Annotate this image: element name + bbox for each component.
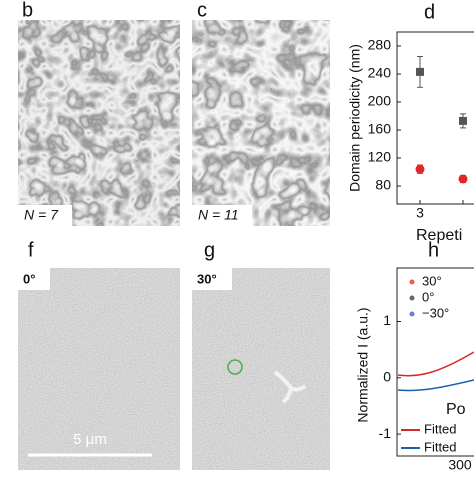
marker [416,67,424,76]
panel-label: f [28,239,34,261]
label-box [18,205,72,226]
y-tick-label: 80 [375,177,391,193]
y-tick-label: 120 [368,149,392,165]
panel-label: b [22,0,33,21]
y-tick-label: 200 [368,93,392,109]
legend-marker [409,279,415,285]
x-axis-label: Repeti [416,227,462,244]
annotation: 0° [23,271,35,286]
y-tick-label: 160 [368,121,392,137]
label-box [192,205,252,226]
annotation: N = 11 [198,207,239,223]
axes-frame [396,31,474,205]
y-tick-label: 240 [368,65,392,81]
legend-label: 30° [422,273,442,288]
x-tick-label: 300 [448,457,472,473]
marker-circle [227,359,243,375]
y-tick-label: 1 [383,312,391,328]
fit-curve [397,379,474,392]
legend-label: −30° [422,305,449,320]
x-tick-label: 3 [416,205,424,221]
feature [273,370,307,404]
legend-marker [409,295,415,301]
label-box [18,268,50,290]
x-axis-label: Po [446,401,466,418]
legend-label: Fitted [424,421,457,436]
annotation: N = 7 [24,207,59,223]
legend-label: 0° [422,289,434,304]
image-g [192,268,330,470]
image-c [192,20,330,226]
panel-label: d [424,1,435,23]
legend-label: Fitted [424,439,457,454]
label-box [192,268,232,290]
marker [459,116,467,125]
axes-frame [396,267,474,457]
panel-label: c [197,0,207,21]
panel-label: g [204,239,215,261]
legend-marker [409,311,415,317]
scale-bar-label: 5 μm [73,431,107,448]
y-tick-label: 0 [383,369,391,385]
panel-label: h [428,239,439,261]
annotation: 30° [197,271,217,286]
marker [415,164,425,174]
y-tick-label: -1 [379,425,392,441]
y-axis-label: Domain periodicity (nm) [347,44,363,192]
y-tick-label: 280 [368,37,392,53]
y-axis-label: Normalized I (a.u.) [355,307,371,422]
image-b [18,20,180,226]
image-f [18,268,180,470]
marker [458,174,468,184]
fit-curve [397,351,474,377]
